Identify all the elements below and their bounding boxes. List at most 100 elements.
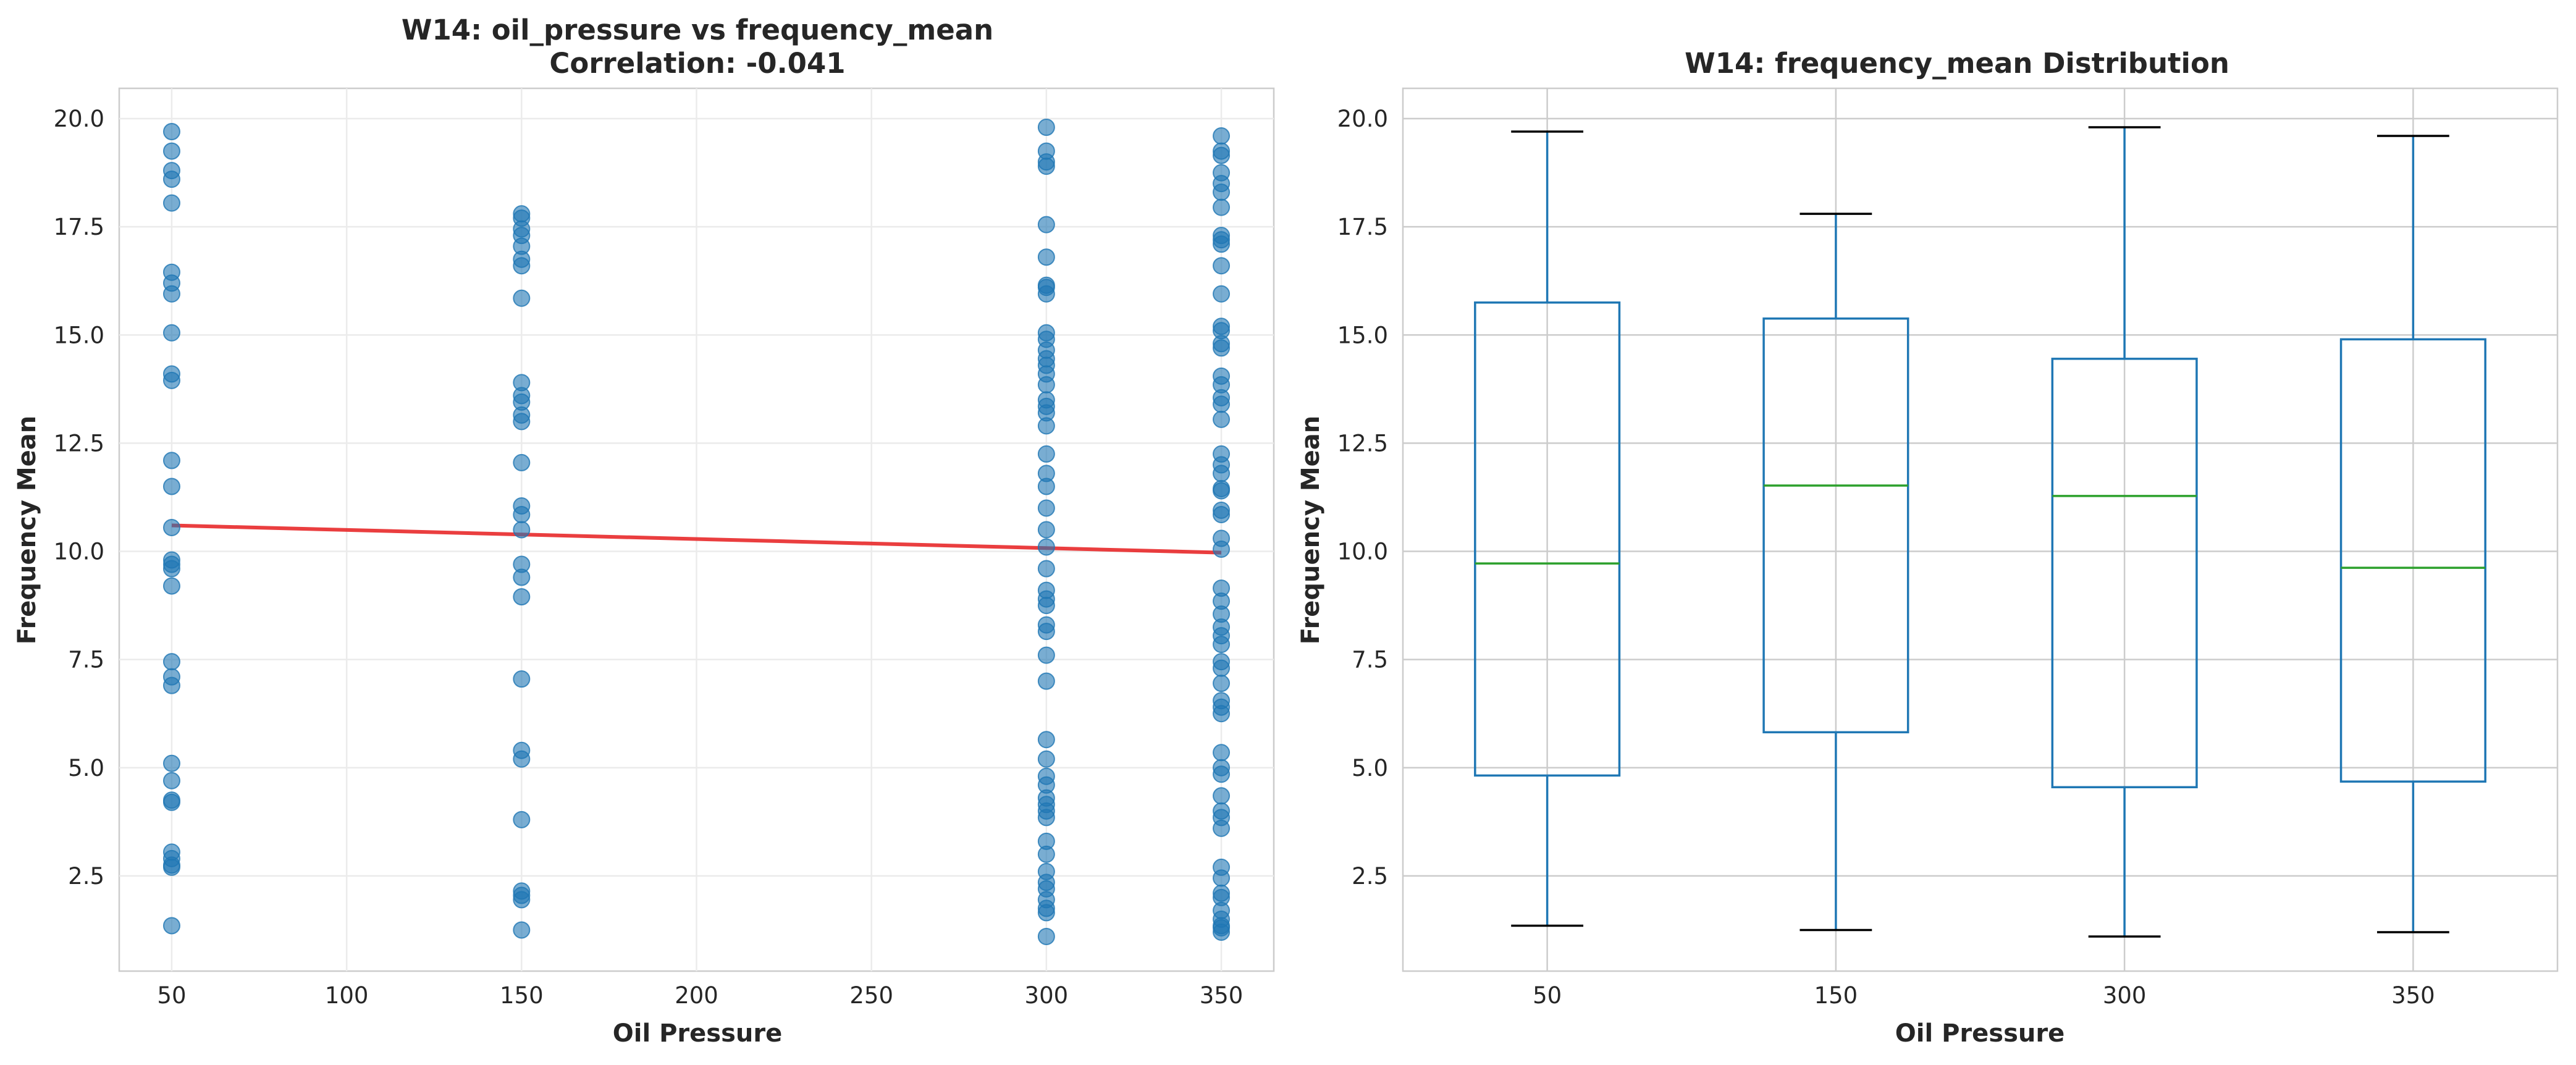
scatter-point: [162, 917, 180, 935]
scatter-point: [162, 577, 180, 595]
scatter-point: [1037, 521, 1055, 539]
box-group: [1762, 213, 1909, 932]
scatter-y-tick-label: 10.0: [54, 539, 104, 565]
scatter-point: [162, 170, 180, 188]
scatter-y-tick-label: 20.0: [54, 106, 104, 132]
box-y-tick-label: 10.0: [1337, 539, 1388, 565]
box-plot-area: [1402, 87, 2559, 972]
scatter-point: [1037, 216, 1055, 234]
scatter-point: [1213, 235, 1231, 253]
scatter-point: [1213, 705, 1231, 723]
box-y-tick-label: 17.5: [1337, 214, 1388, 240]
scatter-point: [1213, 744, 1231, 762]
box-y-tick-label: 15.0: [1337, 322, 1388, 348]
box-y-tick-label: 7.5: [1352, 647, 1388, 673]
scatter-point: [513, 921, 531, 939]
scatter-point: [513, 750, 531, 768]
scatter-point: [162, 754, 180, 772]
box-y-tick-label: 2.5: [1352, 863, 1388, 890]
scatter-point: [1213, 146, 1231, 164]
scatter-point: [1213, 257, 1231, 275]
scatter-point: [162, 142, 180, 160]
scatter-point: [162, 676, 180, 694]
scatter-x-axis-label: Oil Pressure: [613, 1019, 782, 1048]
box-iqr-rect: [2339, 338, 2486, 783]
scatter-point: [1037, 376, 1055, 394]
scatter-x-tick-label: 50: [157, 982, 186, 1009]
scatter-point: [1213, 482, 1231, 500]
scatter-point: [162, 793, 180, 811]
scatter-point: [1037, 119, 1055, 137]
scatter-point: [1037, 445, 1055, 463]
scatter-point: [162, 478, 180, 495]
scatter-ticks: 50 100 150 200 250 300 350 2.5 5.0 7.5 10.0 12.5 15.…: [54, 106, 1244, 1009]
scatter-point: [1213, 395, 1231, 413]
box-x-tick-label: 350: [2391, 982, 2435, 1009]
box-group: [2051, 126, 2198, 938]
scatter-point: [1037, 499, 1055, 517]
scatter-y-tick-label: 5.0: [68, 755, 104, 781]
scatter-point: [1037, 646, 1055, 664]
scatter-point: [1037, 248, 1055, 266]
scatter-point: [1213, 410, 1231, 428]
scatter-point: [513, 453, 531, 471]
scatter-point: [1213, 765, 1231, 783]
box-y-tick-label: 12.5: [1337, 430, 1388, 457]
scatter-point: [1213, 675, 1231, 692]
scatter-point: [1213, 819, 1231, 837]
scatter-y-tick-label: 15.0: [54, 322, 104, 348]
scatter-point: [162, 560, 180, 578]
box-x-tick-label: 300: [2103, 982, 2147, 1009]
scatter-point: [162, 285, 180, 303]
scatter-point: [162, 518, 180, 536]
scatter-point: [1037, 672, 1055, 690]
scatter-point: [162, 123, 180, 141]
scatter-point: [1213, 285, 1231, 303]
scatter-point: [1037, 731, 1055, 749]
scatter-point: [162, 772, 180, 789]
scatter-point: [1213, 465, 1231, 482]
scatter-y-tick-label: 7.5: [68, 647, 104, 673]
scatter-x-tick-label: 350: [1200, 982, 1244, 1009]
scatter-point: [513, 670, 531, 688]
scatter-point: [513, 568, 531, 586]
scatter-point: [162, 324, 180, 342]
scatter-point: [1213, 541, 1231, 558]
scatter-y-axis-label: Frequency Mean: [13, 416, 41, 644]
box-iqr-rect: [1762, 317, 1909, 734]
box-group: [1474, 130, 1621, 927]
scatter-point: [1037, 809, 1055, 827]
scatter-point: [1213, 127, 1231, 145]
scatter-point: [513, 505, 531, 523]
scatter-point: [1213, 339, 1231, 357]
scatter-point: [1213, 636, 1231, 654]
scatter-point: [162, 194, 180, 212]
scatter-point: [513, 891, 531, 909]
scatter-point: [1213, 198, 1231, 216]
scatter-y-tick-label: 2.5: [68, 863, 104, 890]
scatter-point: [162, 452, 180, 469]
scatter-point: [1213, 923, 1231, 941]
scatter-x-tick-label: 300: [1025, 982, 1069, 1009]
scatter-point: [1037, 285, 1055, 303]
box-ticks: 2.5 5.0 7.5 10.0 12.5 15.0 17.5 20.0 50 150 300 350: [1337, 106, 2435, 1009]
box-y-axis-label: Frequency Mean: [1297, 416, 1325, 644]
scatter-point: [513, 588, 531, 606]
scatter-point: [1037, 538, 1055, 556]
scatter-point: [1037, 623, 1055, 641]
scatter-title: W14: oil_pressure vs frequency_mean: [402, 14, 993, 46]
scatter-point: [513, 810, 531, 828]
scatter-point: [1037, 597, 1055, 615]
scatter-point: [513, 521, 531, 539]
scatter-x-tick-label: 250: [849, 982, 893, 1009]
scatter-x-tick-label: 100: [325, 982, 369, 1009]
box-x-tick-label: 150: [1814, 982, 1858, 1009]
scatter-point: [1037, 927, 1055, 945]
box-iqr-rect: [2051, 358, 2198, 789]
scatter-point: [513, 257, 531, 275]
box-y-tick-label: 20.0: [1337, 106, 1388, 132]
box-marks: [1474, 126, 2486, 938]
scatter-point: [162, 371, 180, 389]
scatter-point: [513, 413, 531, 431]
